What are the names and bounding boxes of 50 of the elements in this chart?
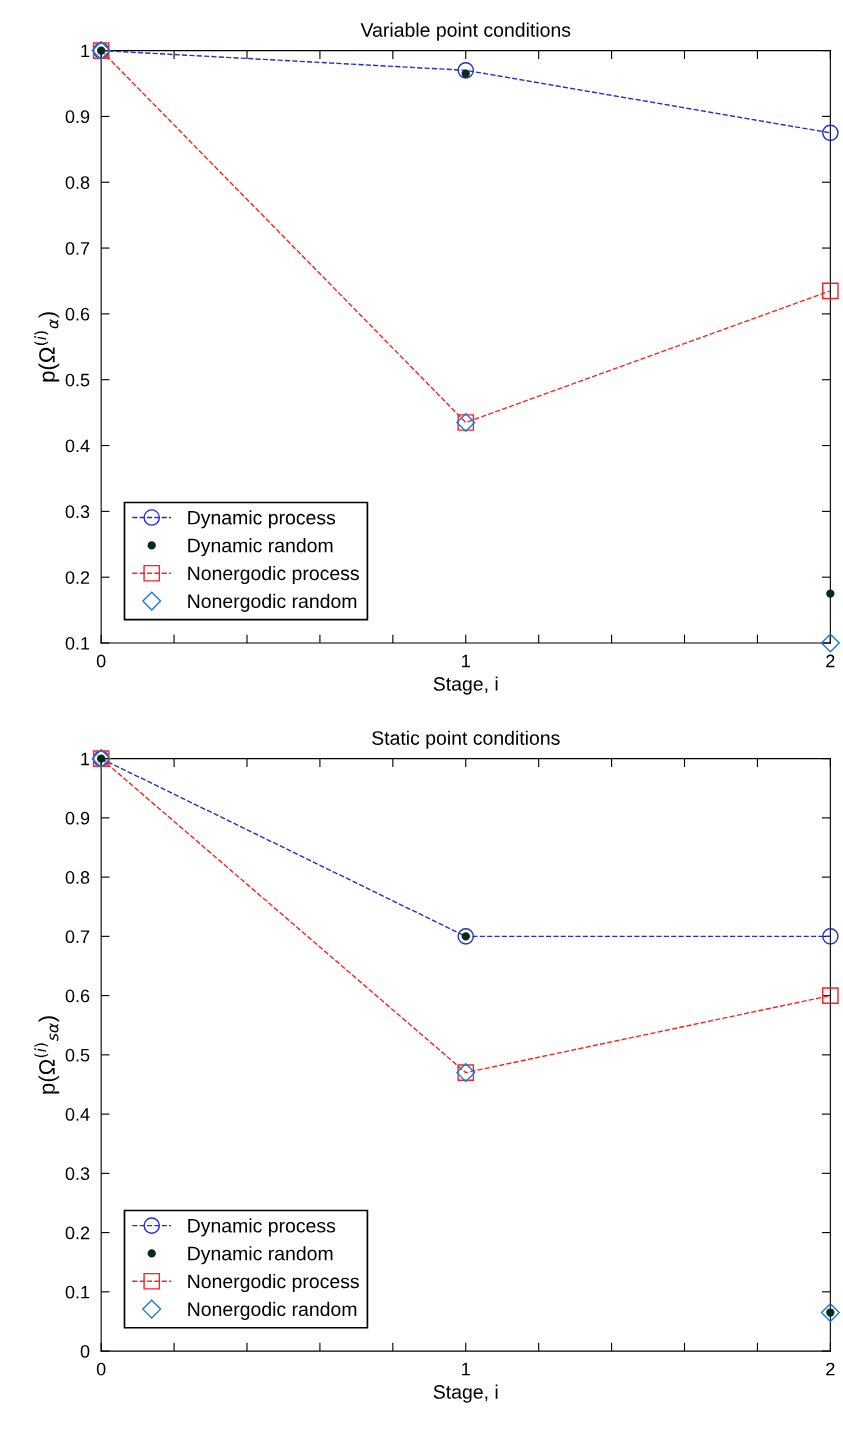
point xyxy=(822,987,839,1004)
legend-label: Nonergodic process xyxy=(188,1273,359,1293)
y-tick-label: 0.4 xyxy=(65,1108,90,1121)
chart-title: Variable point conditions xyxy=(360,22,571,41)
legend-label: Dynamic random xyxy=(188,1246,333,1265)
y-tick-label: 0.3 xyxy=(65,505,90,519)
y-tick-label: 1 xyxy=(81,752,90,766)
point xyxy=(820,1303,840,1323)
point xyxy=(826,589,835,598)
x-tick-label: 1 xyxy=(462,654,470,668)
y-tick-label: 0.5 xyxy=(65,373,90,387)
y-tick-label: 0.2 xyxy=(65,1226,90,1240)
y-tick-label: 0.5 xyxy=(65,1048,90,1062)
legend-label: Dynamic process xyxy=(188,510,336,529)
legend-label: Dynamic random xyxy=(188,538,333,557)
y-tick-label: 0.6 xyxy=(65,989,90,1003)
point xyxy=(457,928,475,945)
y-tick-label: 0.9 xyxy=(65,110,90,124)
y-tick-label: 0.1 xyxy=(65,1285,90,1299)
y-tick-label: 0.8 xyxy=(65,871,90,884)
x-tick-label: 0 xyxy=(96,654,106,668)
y-tick-label: 0.1 xyxy=(65,636,90,650)
legend-label: Nonergodic process xyxy=(188,565,359,585)
y-tick-label: 0.4 xyxy=(65,439,90,453)
y-tick-label: 0.8 xyxy=(65,176,90,189)
x-axis-title: Stage, i xyxy=(433,676,498,695)
chart-title: Static point conditions xyxy=(372,730,560,749)
legend-label: Nonergodic random xyxy=(188,1301,357,1320)
x-tick-label: 1 xyxy=(462,1362,470,1376)
point xyxy=(820,633,840,653)
y-tick-label: 0.2 xyxy=(65,571,90,584)
y-tick-label: 0.6 xyxy=(65,307,90,321)
y-axis-title: p(Ω$^{(i)}$$_{sα}$) xyxy=(34,1016,60,1094)
legend-label: Nonergodic random xyxy=(188,593,357,612)
point xyxy=(457,61,475,79)
point xyxy=(822,282,839,300)
y-tick-label: 0.3 xyxy=(65,1167,90,1181)
legend-label: Dynamic process xyxy=(188,1218,336,1237)
point xyxy=(822,928,839,945)
y-tick-label: 1 xyxy=(81,44,90,58)
x-tick-label: 2 xyxy=(826,1362,835,1376)
x-tick-label: 2 xyxy=(826,654,835,668)
y-tick-label: 0.7 xyxy=(65,930,90,944)
y-tick-label: 0.9 xyxy=(65,811,90,825)
y-tick-label: 0 xyxy=(80,1345,90,1358)
point xyxy=(822,124,839,142)
x-axis-title: Stage, i xyxy=(433,1384,498,1403)
y-tick-label: 0.7 xyxy=(65,241,90,255)
x-tick-label: 0 xyxy=(96,1362,106,1376)
y-axis-title: p(Ω$^{(i)}$$_{α}$) xyxy=(34,312,60,382)
